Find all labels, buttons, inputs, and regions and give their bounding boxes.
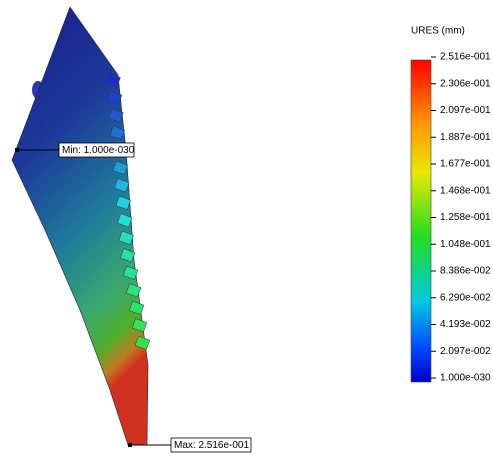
- legend-label: 1.000e-030: [440, 373, 491, 384]
- min-marker: [15, 148, 19, 152]
- color-bar: [411, 60, 431, 382]
- legend-label: 6.290e-002: [440, 292, 491, 303]
- legend-label: 8.386e-002: [440, 266, 491, 277]
- max-label: Max: 2.516e-001: [174, 440, 249, 451]
- legend-label: 1.887e-001: [440, 132, 491, 143]
- min-label: Min: 1.000e-030: [62, 145, 135, 156]
- legend-label: 1.468e-001: [440, 185, 491, 196]
- legend-label: 2.306e-001: [440, 78, 491, 89]
- legend-label: 2.097e-001: [440, 105, 491, 116]
- legend-label: 1.048e-001: [440, 239, 491, 250]
- legend-label: 2.097e-002: [440, 346, 491, 357]
- page: Min: 1.000e-030 Max: 2.516e-001 URES (mm…: [0, 0, 493, 456]
- max-marker: [128, 443, 132, 447]
- legend-title: URES (mm): [411, 26, 465, 37]
- result-view: Min: 1.000e-030 Max: 2.516e-001 URES (mm…: [0, 0, 493, 456]
- legend-label: 4.193e-002: [440, 319, 491, 330]
- legend-label: 1.258e-001: [440, 212, 491, 223]
- legend-labels: 2.516e-001 2.306e-001 2.097e-001 1.887e-001…: [431, 52, 491, 384]
- legend-label: 1.677e-001: [440, 159, 491, 170]
- legend-label: 2.516e-001: [440, 52, 491, 63]
